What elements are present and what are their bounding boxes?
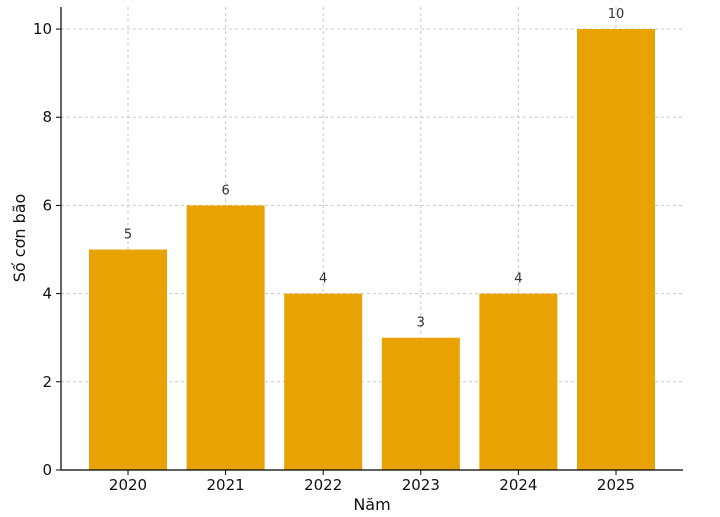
data-label-2021: 6 — [221, 183, 229, 198]
y-tick-label: 8 — [42, 108, 52, 126]
x-axis-title: Năm — [353, 495, 390, 514]
y-tick-label: 0 — [42, 461, 52, 479]
y-tick-label: 2 — [42, 373, 52, 391]
bar-2022 — [284, 293, 363, 470]
y-tick-label: 6 — [42, 196, 52, 214]
bar-2021 — [186, 205, 265, 470]
x-tick-label-2021: 2021 — [207, 476, 245, 494]
data-label-2024: 4 — [514, 272, 522, 287]
x-tick-label-2020: 2020 — [109, 476, 147, 494]
bar-2025 — [577, 29, 655, 471]
y-axis-title: Số cơn bão — [10, 194, 29, 283]
data-label-2025: 10 — [608, 7, 625, 22]
axes — [60, 7, 683, 471]
data-label-2023: 3 — [417, 316, 425, 331]
y-tick-label: 4 — [42, 285, 52, 303]
data-label-2022: 4 — [319, 272, 327, 287]
x-tick-label-2023: 2023 — [402, 476, 440, 494]
x-tick-label-2022: 2022 — [304, 476, 342, 494]
y-tick-label: 10 — [33, 20, 52, 38]
data-label-2020: 5 — [124, 228, 132, 243]
x-tick-label-2025: 2025 — [597, 476, 635, 494]
bar-2020 — [89, 249, 167, 470]
bar-2024 — [479, 293, 558, 470]
bars — [89, 29, 655, 471]
labels: 0 2 4 6 8 10 5 2020 6 2021 4 2022 3 2023 4 2024 10 2025 — [33, 7, 635, 494]
x-tick-label-2024: 2024 — [499, 476, 537, 494]
bar-2023 — [381, 337, 460, 470]
